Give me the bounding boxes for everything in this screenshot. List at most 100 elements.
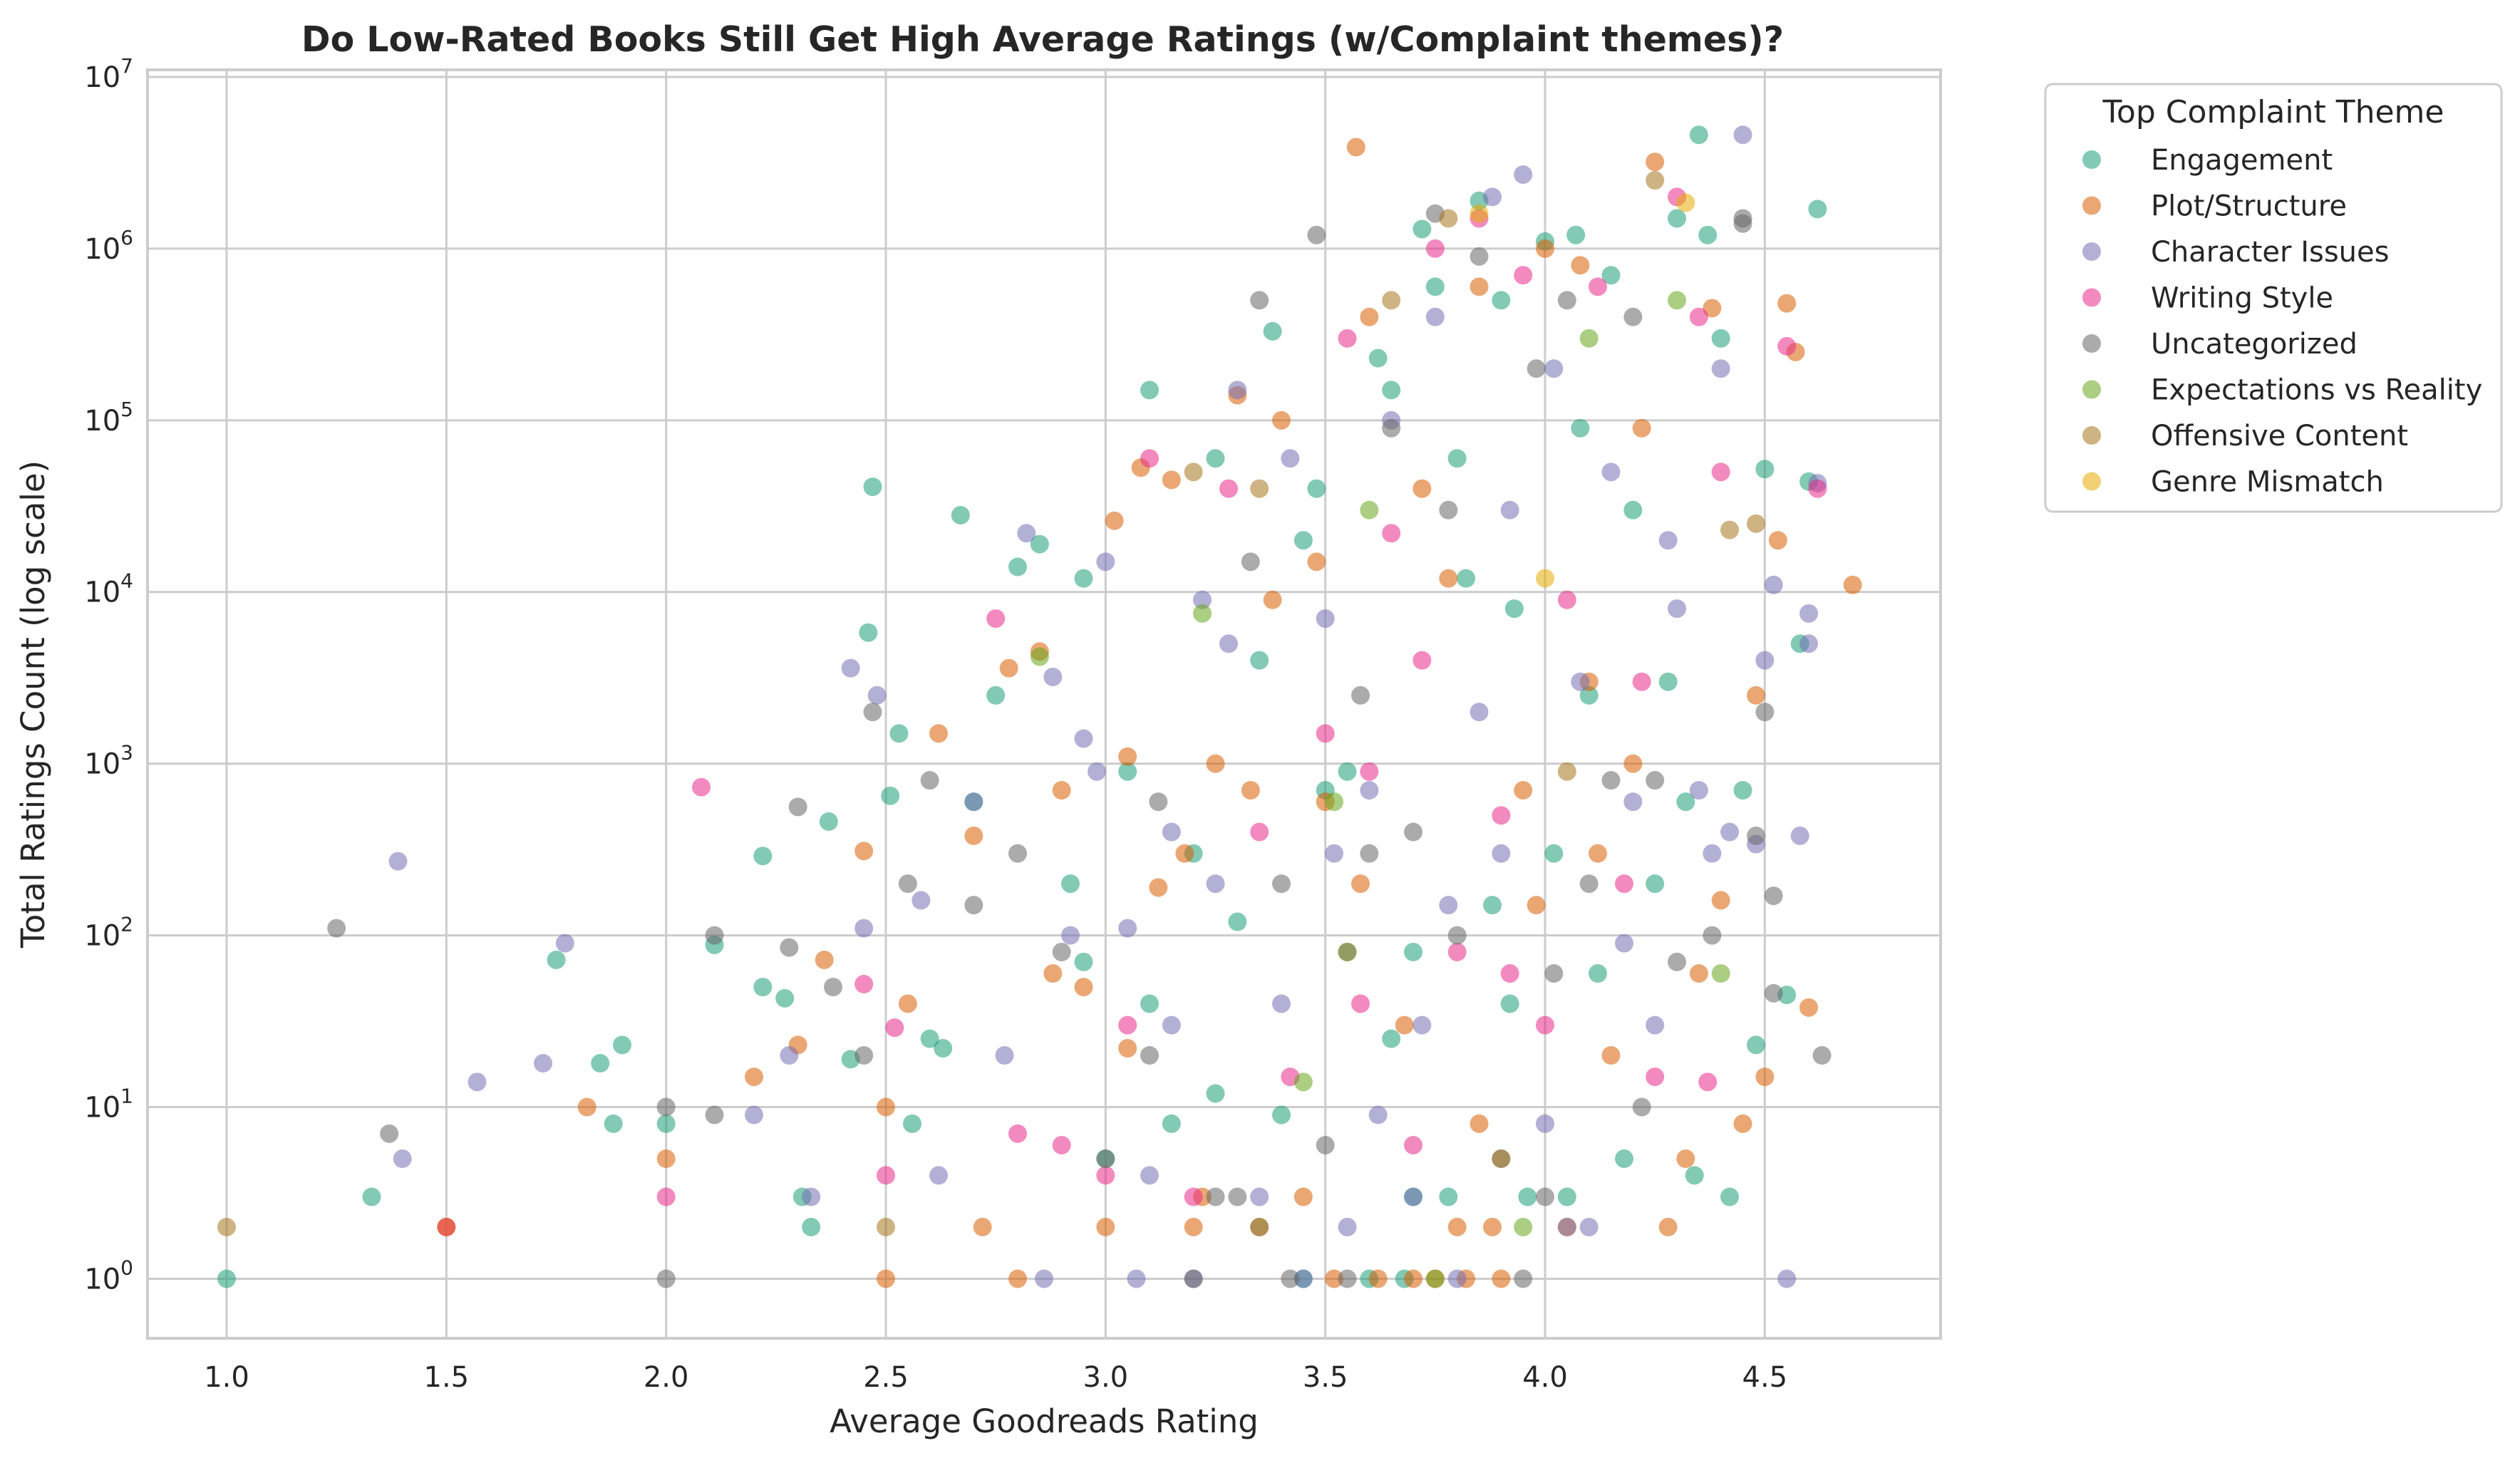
point-plot-structure (1483, 1217, 1502, 1236)
point-uncategorized (1272, 874, 1291, 894)
point-engagement (951, 506, 970, 525)
point-character-issues (1061, 926, 1080, 945)
point-writing-style (1250, 822, 1269, 842)
point-writing-style (1689, 307, 1708, 326)
point-writing-style (1615, 874, 1633, 894)
x-tick-label: 1.0 (204, 1361, 249, 1394)
point-uncategorized (380, 1124, 399, 1143)
point-character-issues (1228, 381, 1247, 400)
point-character-issues (1127, 1269, 1146, 1288)
point-uncategorized (1733, 214, 1752, 233)
legend-label-genre-mismatch: Genre Mismatch (2151, 466, 2384, 499)
point-uncategorized (824, 978, 842, 997)
legend-label-expectations-vs-reality: Expectations vs Reality (2151, 374, 2482, 407)
point-character-issues (1615, 934, 1633, 953)
point-engagement (1579, 686, 1599, 705)
scatter-points (217, 125, 1862, 1288)
point-uncategorized (863, 703, 882, 722)
point-character-issues (1733, 125, 1752, 145)
point-writing-style (1698, 1072, 1718, 1092)
y-tick-label: 103 (84, 741, 133, 781)
point-character-issues (780, 1045, 799, 1065)
point-uncategorized (1052, 942, 1071, 961)
point-plot-structure (815, 950, 834, 969)
point-plot-structure (1206, 754, 1225, 773)
point-engagement (1140, 381, 1159, 400)
point-plot-structure (1733, 1114, 1752, 1133)
point-writing-style (1140, 449, 1159, 468)
point-uncategorized (1747, 826, 1765, 845)
point-writing-style (1413, 651, 1432, 670)
point-uncategorized (1527, 359, 1546, 378)
point-plot-structure (1439, 569, 1458, 588)
point-uncategorized (1149, 792, 1168, 812)
point-writing-style (1338, 329, 1357, 348)
point-engagement (753, 978, 773, 997)
point-engagement (1293, 531, 1313, 550)
point-character-issues (1162, 1015, 1181, 1035)
point-offensive-content (1492, 1149, 1511, 1169)
legend-marker-genre-mismatch (2082, 472, 2101, 491)
point-plot-structure (877, 1269, 895, 1288)
point-writing-style (1316, 724, 1335, 743)
x-tick-label: 1.5 (424, 1361, 470, 1394)
point-uncategorized (1316, 1135, 1335, 1154)
point-character-issues (1799, 604, 1818, 623)
point-offensive-content (217, 1217, 236, 1236)
point-engagement (1500, 994, 1519, 1013)
point-plot-structure (1527, 896, 1546, 915)
point-character-issues (1316, 609, 1335, 629)
point-engagement (1118, 762, 1137, 781)
point-engagement (1518, 1187, 1537, 1206)
point-character-issues (1790, 826, 1809, 845)
point-uncategorized (780, 938, 799, 957)
point-uncategorized (788, 797, 807, 817)
point-plot-structure (1703, 299, 1722, 318)
point-engagement (1504, 599, 1524, 619)
point-plot-structure (1074, 978, 1093, 997)
point-writing-style (1425, 239, 1445, 258)
point-expectations-vs-reality (1579, 329, 1599, 348)
point-plot-structure (1676, 1149, 1695, 1169)
point-plot-structure (1325, 1269, 1343, 1288)
point-engagement (1483, 896, 1502, 915)
point-character-issues (1571, 672, 1590, 691)
y-axis-ticks: 100 101 102 103 104 105 106 107 (84, 54, 133, 1296)
point-uncategorized (1382, 418, 1401, 438)
point-engagement (1140, 994, 1159, 1013)
point-character-issues (1338, 1217, 1357, 1236)
point-engagement (1689, 125, 1708, 145)
point-writing-style (692, 777, 711, 797)
point-plot-structure (745, 1067, 763, 1087)
point-engagement (819, 812, 838, 831)
point-character-issues (1646, 1015, 1665, 1035)
point-uncategorized (1228, 1187, 1247, 1206)
point-offensive-content (1382, 291, 1401, 310)
point-character-issues (1272, 994, 1291, 1013)
point-engagement (1272, 1105, 1291, 1125)
legend-marker-engagement (2082, 150, 2101, 169)
point-plot-structure (1149, 878, 1168, 897)
point-plot-structure (1777, 294, 1797, 313)
legend-marker-expectations-vs-reality (2082, 380, 2101, 399)
point-character-issues (1689, 780, 1708, 800)
point-offensive-content (877, 1217, 895, 1236)
point-uncategorized (1557, 291, 1576, 310)
point-character-issues (1799, 634, 1818, 653)
point-character-issues (1404, 1187, 1422, 1206)
point-engagement (1601, 266, 1621, 285)
point-character-issues (1088, 762, 1106, 781)
point-character-issues (534, 1054, 552, 1073)
legend-label-uncategorized: Uncategorized (2151, 328, 2358, 361)
point-character-issues (1425, 307, 1445, 326)
point-plot-structure (1184, 1217, 1203, 1236)
point-uncategorized (656, 1269, 676, 1288)
point-character-issues (1193, 590, 1212, 609)
point-expectations-vs-reality (1193, 604, 1212, 623)
point-engagement (1698, 225, 1718, 244)
point-character-issues (1755, 651, 1775, 670)
point-offensive-content (1720, 520, 1739, 539)
point-uncategorized (1404, 822, 1422, 842)
point-uncategorized (1184, 1269, 1203, 1288)
legend-label-offensive-content: Offensive Content (2151, 420, 2408, 453)
